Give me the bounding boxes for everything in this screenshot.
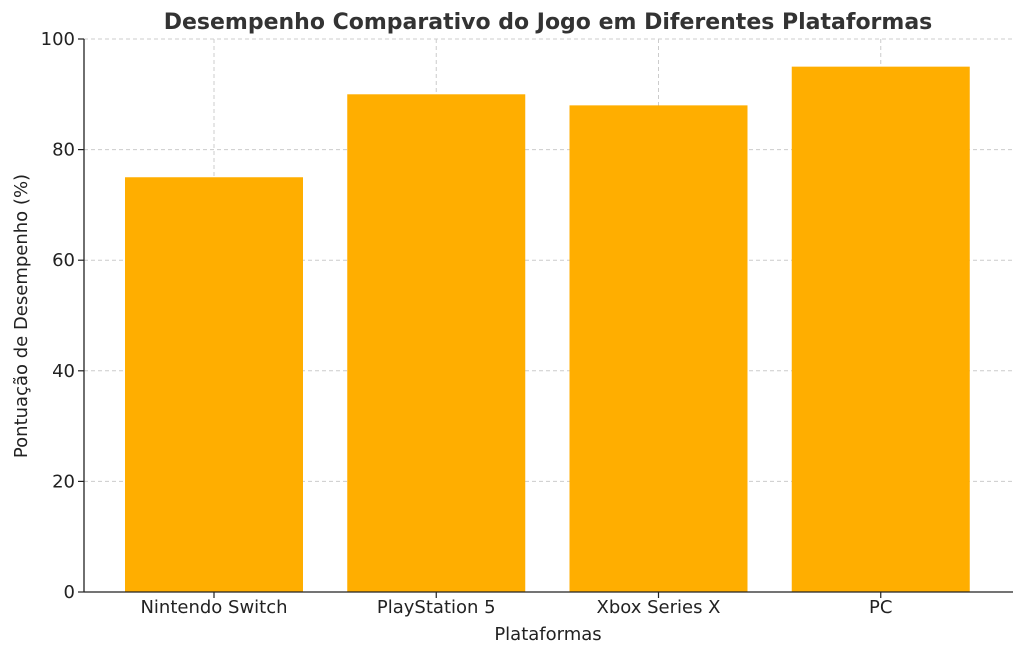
chart-title: Desempenho Comparativo do Jogo em Difere… [164,10,933,35]
y-axis-label: Pontuação de Desempenho (%) [11,174,32,458]
x-tick-label: Xbox Series X [597,597,721,618]
bar-pc [791,66,970,592]
y-tick-label: 40 [52,361,75,382]
x-tick-label: Nintendo Switch [140,597,287,618]
axes-layer: 0 20 40 60 80 100 Nintendo Switch PlayStation 5… [41,29,1013,618]
y-tick-label: 20 [52,471,75,492]
y-tick-label: 80 [52,140,75,161]
x-tick-label: PC [869,597,892,618]
bars-layer [125,66,970,593]
bar-xbox-series-x [569,105,748,593]
y-tick-label: 0 [64,582,75,603]
y-tick-label: 100 [41,29,75,50]
y-tick-label: 60 [52,250,75,271]
bar-nintendo-switch [125,177,303,592]
x-axis-label: Plataformas [494,624,601,645]
bar-playstation-5 [347,94,526,593]
x-tick-label: PlayStation 5 [377,597,496,618]
